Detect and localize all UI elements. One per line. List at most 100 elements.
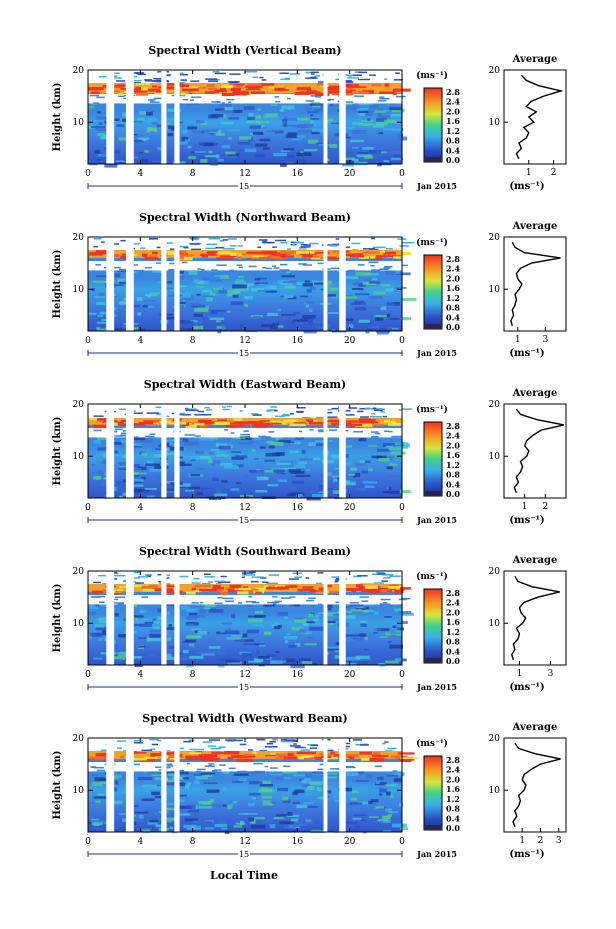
heatmap-cell: [240, 436, 252, 441]
heatmap-cell: [278, 325, 284, 328]
heatmap-cell: [195, 590, 203, 592]
heatmap-cell: [311, 257, 323, 260]
heatmap-cell: [146, 637, 161, 642]
heatmap-cell: [278, 415, 285, 418]
heatmap-cell: [95, 800, 101, 803]
heatmap-cell: [307, 139, 319, 144]
avg-x-tick-label: 1: [519, 836, 525, 846]
heatmap-cell: [176, 302, 186, 306]
heatmap-cell: [190, 303, 200, 306]
heatmap-cell: [353, 475, 357, 478]
heatmap-cell: [349, 139, 364, 143]
heatmap-cell: [163, 447, 171, 451]
heatmap-cell: [214, 493, 228, 497]
heatmap-cell: [117, 603, 124, 605]
heatmap-cell: [302, 315, 316, 319]
heatmap-cell: [287, 132, 297, 135]
heatmap-cell: [101, 630, 107, 634]
colorbar: [423, 254, 443, 330]
heatmap-cell: [331, 243, 341, 246]
heatmap-cell: [229, 803, 234, 808]
date-label: Jan 2015: [416, 515, 457, 525]
heatmap-cell: [341, 102, 353, 106]
heatmap-cell: [254, 610, 264, 614]
data-gap: [106, 571, 115, 665]
heatmap-cell: [291, 627, 304, 631]
average-title: Average: [512, 722, 558, 733]
heatmap-cell: [153, 453, 164, 458]
heatmap-cell: [226, 405, 232, 408]
heatmap-cell: [281, 414, 290, 417]
heatmap-cell: [258, 239, 268, 241]
day-label-bg: [238, 683, 250, 691]
heatmap-cell: [88, 106, 95, 109]
heatmap-cell: [283, 148, 295, 151]
heatmap-cell: [95, 250, 114, 253]
heatmap-cell: [389, 318, 400, 320]
heatmap-cell: [244, 304, 249, 308]
heatmap-cell: [327, 416, 338, 418]
heatmap-cell: [353, 84, 359, 87]
heatmap-cell: [249, 781, 263, 785]
x-tick-label: 0: [399, 837, 405, 847]
heatmap-cell: [359, 460, 366, 463]
heatmap-cell: [321, 460, 335, 464]
heatmap-cell: [225, 424, 235, 428]
heatmap-cell: [358, 101, 373, 106]
heatmap-cell: [355, 584, 363, 588]
heatmap-cell: [193, 748, 204, 751]
heatmap-cell: [166, 763, 173, 766]
heatmap-cell: [120, 434, 129, 436]
colorbar-tick-label: 1.2: [446, 794, 460, 804]
heatmap-cell: [285, 134, 299, 138]
heatmap-cell: [137, 828, 152, 831]
heatmap-cell: [191, 304, 206, 308]
heatmap-cell: [168, 269, 180, 271]
heatmap-cell: [232, 90, 249, 94]
heatmap-cell: [205, 155, 219, 158]
average-unit: (ms⁻¹): [509, 515, 544, 526]
heatmap-cell: [315, 440, 325, 443]
heatmap-cell: [130, 156, 139, 159]
heatmap-cell: [202, 295, 214, 297]
x-tick-label: 12: [239, 503, 250, 513]
heatmap-cell: [129, 818, 145, 823]
average-frame: [503, 69, 567, 165]
average-profile-line: [512, 742, 561, 828]
heatmap-cell: [294, 422, 307, 425]
heatmap-cell: [164, 779, 176, 783]
heatmap-cell: [375, 806, 385, 809]
colorbar-tick-label: 2.4: [446, 431, 460, 441]
heatmap-cell: [186, 608, 198, 613]
heatmap-cell: [167, 591, 175, 593]
heatmap-cell: [202, 801, 210, 805]
heatmap-cell: [118, 634, 127, 638]
y-axis-label: Height (km): [52, 250, 63, 319]
heatmap-cell: [262, 266, 267, 269]
heatmap-cell: [296, 804, 308, 809]
heatmap-cell: [249, 125, 261, 129]
heatmap-cell: [180, 421, 187, 425]
heatmap-cell: [367, 118, 371, 122]
heatmap-cell: [289, 73, 301, 75]
heatmap-cell: [362, 251, 380, 254]
heatmap-cell: [332, 87, 338, 90]
heatmap-cell: [92, 782, 103, 787]
heatmap-cell: [279, 109, 285, 112]
heatmap-cell: [305, 107, 311, 110]
heatmap-cell: [267, 409, 277, 411]
heatmap-cell: [272, 323, 280, 326]
heatmap-cell: [280, 739, 288, 741]
heatmap-cell: [180, 73, 189, 76]
y-axis-label: Height (km): [52, 83, 63, 152]
heatmap-cell: [391, 108, 405, 113]
heatmap-cell: [153, 77, 164, 80]
heatmap-cell: [180, 92, 186, 96]
heatmap-cell: [238, 253, 243, 257]
heatmap-cell: [382, 602, 388, 604]
heatmap-cell: [289, 585, 298, 588]
heatmap-cell: [309, 626, 324, 631]
data-gap: [339, 70, 346, 164]
heatmap-cell: [351, 242, 361, 245]
heatmap-cell: [176, 590, 183, 595]
